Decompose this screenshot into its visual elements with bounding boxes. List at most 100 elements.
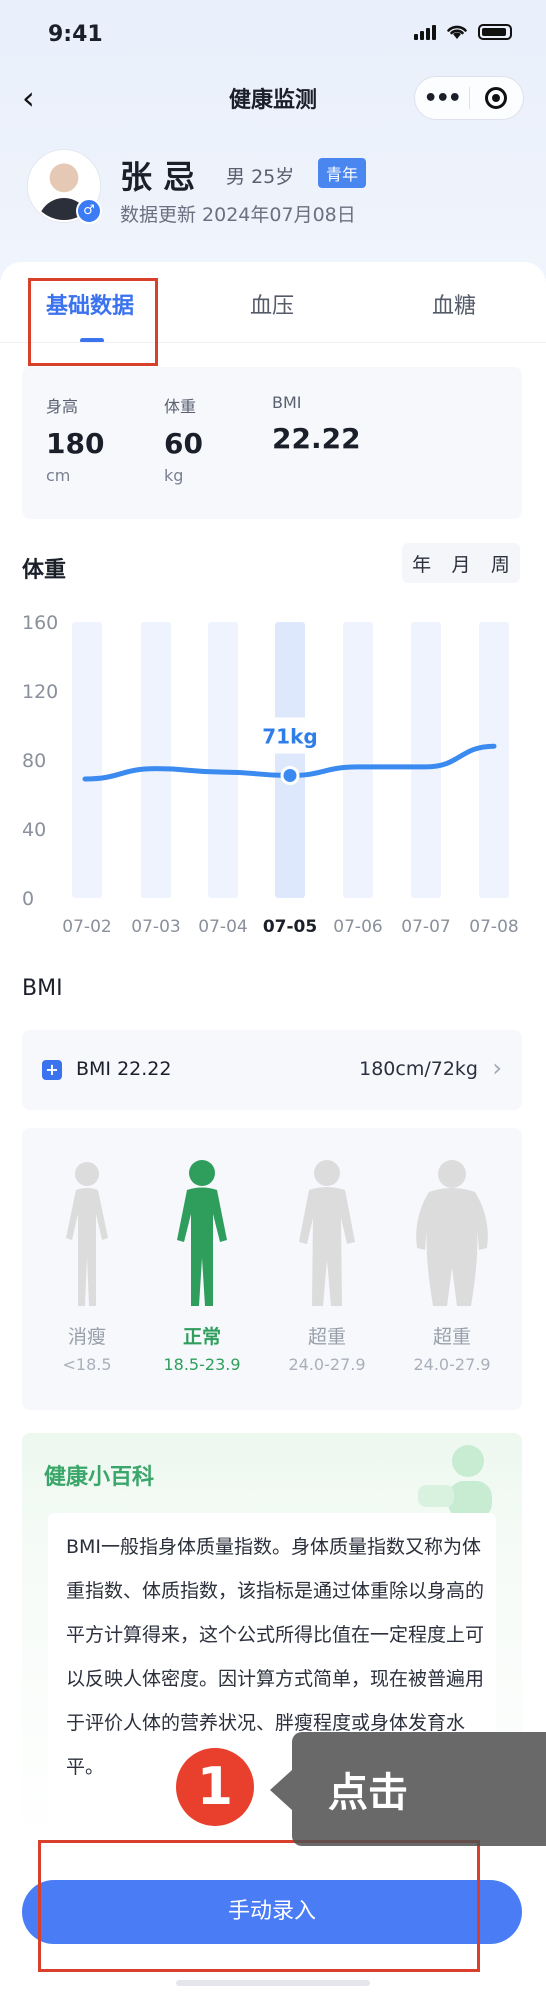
status-icons <box>414 24 512 40</box>
medical-kit-icon: + <box>42 1060 62 1080</box>
manual-entry-button[interactable]: 手动录入 <box>22 1880 522 1944</box>
y-tick-label: 0 <box>22 888 34 910</box>
category-range: 18.5-23.9 <box>163 1355 241 1374</box>
x-tick-label: 07-03 <box>131 917 180 937</box>
bmi-summary-row[interactable]: + BMI 22.22 180cm/72kg › <box>22 1030 522 1110</box>
gender-badge: ♂ <box>76 198 102 224</box>
bmi-category-overweight: 超重 24.0-27.9 <box>272 1158 382 1374</box>
y-tick-label: 80 <box>22 750 46 772</box>
x-tick-label: 07-08 <box>469 917 518 937</box>
gender-age: 男 25岁 <box>226 162 294 189</box>
x-tick-label: 07-02 <box>62 917 111 937</box>
encyclopedia-text: BMI一般指身体质量指数。身体质量指数又称为体重指数、体质指数，该指标是通过体重… <box>66 1536 485 1778</box>
capsule-divider <box>468 87 470 109</box>
category-label: 超重 <box>307 1326 346 1348</box>
category-label: 正常 <box>182 1326 221 1348</box>
profile-header: ♂ 张 忌 男 25岁 青年 数据更新 2024年07月08日 <box>28 150 528 230</box>
category-range: 24.0-27.9 <box>413 1355 491 1374</box>
period-year[interactable]: 年 <box>412 553 432 576</box>
step-number-badge: 1 <box>176 1748 254 1826</box>
stat-label: 身高 <box>46 397 79 416</box>
x-tick-label: 07-05 <box>263 917 317 937</box>
overweight-body-icon <box>299 1160 355 1306</box>
category-range: 24.0-27.9 <box>288 1355 366 1374</box>
stat-value: 180 <box>46 427 105 460</box>
chart-column-bar <box>343 622 373 898</box>
stat-bmi: BMI 22.22 <box>272 393 361 455</box>
stat-value: 60 <box>164 427 203 460</box>
mini-program-capsule: ••• <box>414 76 524 120</box>
category-label: 消瘦 <box>67 1326 106 1348</box>
stat-label: BMI <box>272 393 302 412</box>
battery-icon <box>478 24 512 40</box>
category-range: <18.5 <box>62 1355 112 1374</box>
obese-body-icon <box>416 1160 488 1306</box>
x-tick-label: 07-06 <box>333 917 382 937</box>
home-indicator <box>176 1980 370 1986</box>
chart-column-bar <box>208 622 238 898</box>
bmi-category-panel: 消瘦 <18.5 正常 18.5-23.9 超重 24.0-27.9 超重 24… <box>22 1128 522 1410</box>
bmi-category-normal: 正常 18.5-23.9 <box>147 1158 257 1374</box>
x-tick-label: 07-04 <box>198 917 247 937</box>
person-illustration-icon <box>418 1445 492 1519</box>
y-tick-label: 120 <box>22 681 58 703</box>
status-bar: 9:41 <box>0 0 546 70</box>
weight-data-point <box>280 766 300 786</box>
highlight-box-button <box>38 1840 480 1972</box>
bmi-category-obese: 超重 24.0-27.9 <box>397 1158 507 1374</box>
bmi-value-text: BMI 22.22 <box>76 1058 172 1080</box>
age-group-tag: 青年 <box>318 158 367 188</box>
value-bubble-label: 71kg <box>262 725 317 749</box>
x-tick-label: 07-07 <box>401 917 450 937</box>
chart-column-bar <box>411 622 441 898</box>
back-arrow-icon[interactable]: ‹ <box>22 79 35 117</box>
highlight-box-tab <box>28 278 158 366</box>
update-date: 数据更新 2024年07月08日 <box>120 204 356 226</box>
stat-unit: cm <box>46 466 71 485</box>
tab-divider <box>0 342 546 343</box>
encyclopedia-title: 健康小百科 <box>44 1465 155 1490</box>
y-tick-label: 160 <box>22 612 58 634</box>
header-background <box>0 0 546 290</box>
stat-height: 身高 180 cm <box>46 393 104 485</box>
user-name: 张 忌 <box>120 158 196 196</box>
wifi-icon <box>447 25 467 39</box>
tab-blood-sugar[interactable]: 血糖 <box>432 294 477 319</box>
tab-blood-pressure[interactable]: 血压 <box>250 294 295 319</box>
chart-column-bar <box>72 622 102 898</box>
thin-body-icon <box>66 1162 108 1306</box>
chart-column-bar <box>275 622 305 898</box>
value-bubble <box>248 717 332 754</box>
bmi-height-weight: 180cm/72kg <box>359 1058 478 1080</box>
click-tooltip: 点击 <box>270 1732 546 1846</box>
bmi-category-underweight: 消瘦 <18.5 <box>32 1158 142 1374</box>
chart-column-bar <box>479 622 509 898</box>
period-selector: 年 月 周 <box>402 543 520 583</box>
stats-card: 身高 180 cm 体重 60 kg BMI 22.22 <box>22 367 522 519</box>
period-week[interactable]: 周 <box>490 553 510 576</box>
period-month[interactable]: 月 <box>451 553 471 576</box>
stat-value: 22.22 <box>272 422 361 455</box>
stat-label: 体重 <box>164 397 197 416</box>
category-label: 超重 <box>432 1326 471 1348</box>
y-tick-label: 40 <box>22 819 46 841</box>
chart-column-bar <box>141 622 171 898</box>
signal-icon <box>414 24 436 40</box>
more-dots-icon[interactable]: ••• <box>423 85 462 111</box>
age-text: 25岁 <box>251 166 295 188</box>
normal-body-icon <box>177 1160 227 1306</box>
nav-bar: ‹ 健康监测 ••• <box>0 70 546 126</box>
page-title: 健康监测 <box>228 88 317 113</box>
bmi-section-title: BMI <box>22 976 63 1001</box>
status-time: 9:41 <box>48 22 103 47</box>
tab-basic-data[interactable]: 基础数据 <box>46 294 135 319</box>
stat-unit: kg <box>164 466 184 485</box>
chevron-right-icon: › <box>492 1054 502 1082</box>
stat-weight: 体重 60 kg <box>164 393 203 485</box>
weight-chart: 160 120 80 40 0 07-02 07-03 07-04 07-05 07-06 07-0… <box>22 612 519 937</box>
tab-indicator <box>80 338 104 343</box>
tooltip-text: 点击 <box>328 1770 408 1816</box>
target-icon[interactable] <box>470 87 524 109</box>
tab-bar: 基础数据 血压 血糖 <box>0 268 546 343</box>
weight-section-title: 体重 <box>22 558 67 583</box>
